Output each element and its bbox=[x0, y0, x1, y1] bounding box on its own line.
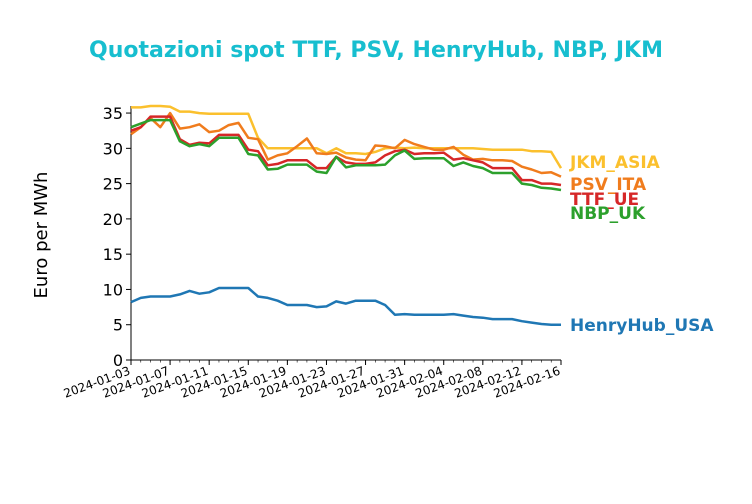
series-line-henryhub-usa bbox=[130, 286, 561, 326]
y-tick-label: 15 bbox=[103, 245, 123, 264]
y-tick-label: 0 bbox=[113, 351, 123, 370]
series-label-nbp-uk: NBP_UK bbox=[570, 204, 646, 224]
y-axis: 0 5 10 15 20 25 30 35 bbox=[103, 104, 132, 370]
y-tick-label: 10 bbox=[103, 280, 123, 299]
x-axis: 2024-01-032024-01-072024-01-112024-01-15… bbox=[62, 359, 562, 401]
series-line-jkm-asia bbox=[131, 104, 563, 169]
series-label-jkm-asia: JKM_ASIA bbox=[569, 153, 661, 173]
series-label-psv-ita: PSV_ITA bbox=[570, 175, 647, 195]
y-tick-label: 25 bbox=[103, 175, 123, 194]
series-label-ttf-ue: TTF_UE bbox=[570, 190, 639, 210]
series-line-ttf-ue bbox=[130, 115, 562, 187]
y-tick-label: 35 bbox=[103, 104, 123, 123]
series-lines bbox=[130, 104, 563, 326]
chart-title: Quotazioni spot TTF, PSV, HenryHub, NBP,… bbox=[89, 38, 663, 63]
y-axis-title: Euro per MWh bbox=[31, 172, 52, 299]
series-line-nbp-uk bbox=[130, 118, 562, 192]
series-line-psv-ita bbox=[130, 111, 562, 178]
y-tick-label: 20 bbox=[103, 210, 123, 229]
y-tick-label: 5 bbox=[113, 316, 123, 335]
y-tick-label: 30 bbox=[103, 139, 123, 158]
series-label-henryhub-usa: HenryHub_USA bbox=[570, 316, 714, 336]
